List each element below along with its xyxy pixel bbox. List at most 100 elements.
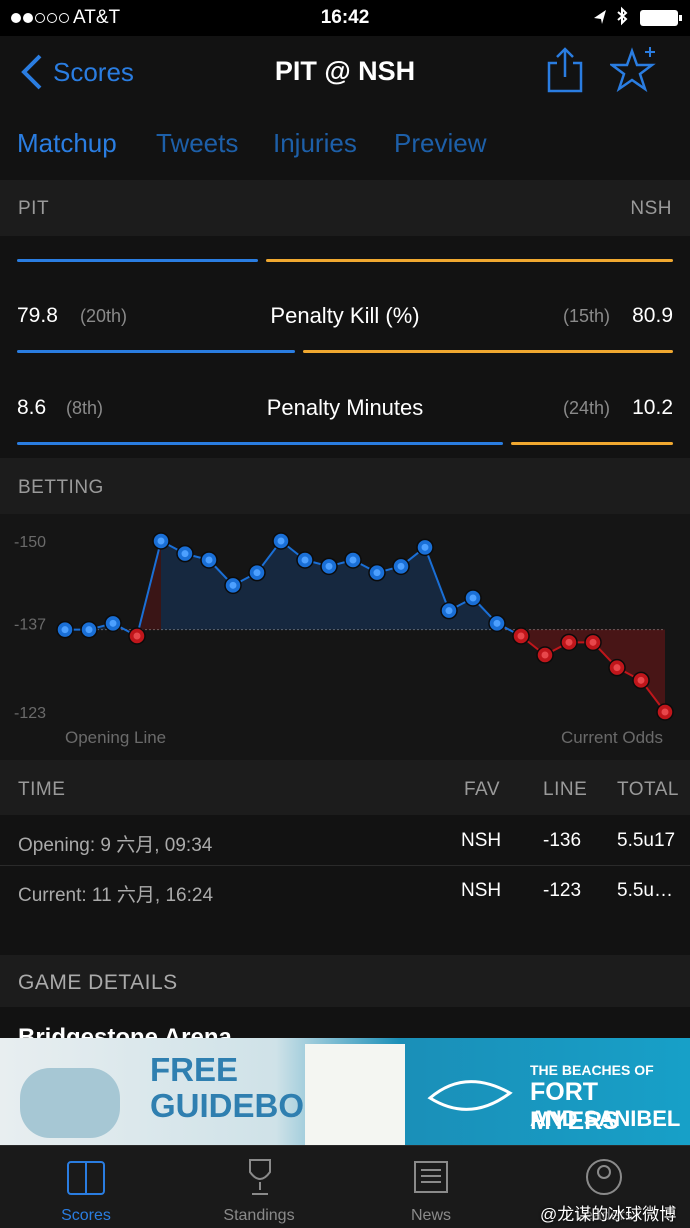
area-segment	[185, 553, 209, 630]
cell: 5.5u17	[617, 830, 676, 851]
line-segment	[424, 546, 450, 612]
stat-label: Penalty Kill (%)	[270, 303, 420, 328]
x-end-label: Current Odds	[561, 728, 663, 747]
section-title: GAME DETAILS	[18, 971, 178, 994]
ad-text: THE BEACHES OF	[530, 1062, 654, 1078]
area-segment	[257, 541, 281, 630]
data-point-core	[541, 651, 549, 659]
data-point-core	[493, 619, 501, 627]
compare-bar-right	[303, 350, 673, 353]
data-point-core	[205, 556, 213, 564]
y-tick-label: -137	[14, 616, 46, 633]
team-left: PIT	[18, 198, 50, 219]
tab-bar-item[interactable]: Standings	[223, 1207, 295, 1224]
share-button[interactable]	[545, 45, 585, 95]
data-point-core	[349, 556, 357, 564]
section-title: BETTING	[18, 477, 104, 498]
back-button[interactable]: Scores	[53, 57, 134, 87]
stat-left-value: 8.6	[17, 396, 47, 419]
data-point-core	[661, 708, 669, 716]
tab[interactable]: Matchup	[17, 128, 117, 158]
data-point-core	[613, 664, 621, 672]
data-point-core	[373, 569, 381, 577]
compare-bar-right	[511, 442, 673, 445]
odds-chart: Opening Line Current Odds -150 -137 -123	[0, 514, 690, 760]
stat-label: Penalty Minutes	[266, 395, 424, 420]
stat-right-rank: (24th)	[562, 398, 610, 418]
cell: NSH	[461, 880, 502, 901]
section-header	[0, 458, 690, 514]
tab-bar	[0, 1145, 690, 1228]
compare-bar-left	[17, 350, 295, 353]
tab[interactable]: Injuries	[273, 128, 357, 158]
tab-icon[interactable]	[585, 1158, 623, 1196]
area-segment	[161, 541, 185, 630]
data-point-core	[301, 556, 309, 564]
data-point-core	[181, 550, 189, 558]
data-point-core	[421, 543, 429, 551]
tab-bar-item[interactable]: Leaders	[575, 1207, 633, 1224]
ad-text: FORT MYERS	[530, 1078, 619, 1135]
data-point-core	[253, 569, 261, 577]
column-header: LINE	[543, 779, 588, 800]
data-point-core	[85, 626, 93, 634]
tab-bar-item[interactable]: News	[410, 1207, 451, 1224]
compare-bar-left	[17, 442, 503, 445]
data-point-core	[61, 626, 69, 634]
tab-icon[interactable]	[413, 1160, 449, 1194]
stat-left-rank: (20th)	[80, 306, 128, 326]
cell: -136	[543, 830, 582, 851]
compare-bar-right	[266, 259, 673, 262]
area-segment	[641, 629, 665, 712]
tab[interactable]: Tweets	[156, 128, 239, 158]
stat-right-value: 80.9	[632, 304, 673, 327]
y-tick-label: -150	[14, 534, 46, 551]
cell: Opening: 9 六月, 09:34	[18, 835, 213, 856]
ad-book	[305, 1044, 405, 1145]
status-bar	[0, 0, 690, 36]
area-segment	[305, 560, 329, 630]
favorite-button[interactable]	[610, 45, 660, 95]
ad-text: FREE GUIDEBOOK	[150, 1051, 354, 1124]
data-point-core	[565, 638, 573, 646]
tab-icon[interactable]	[66, 1160, 106, 1196]
stat-left-rank: (8th)	[66, 398, 104, 418]
data-point-core	[445, 607, 453, 615]
data-point-core	[397, 562, 405, 570]
table-header	[0, 760, 690, 815]
back-chevron[interactable]	[18, 52, 46, 92]
section-header	[0, 955, 690, 1007]
ad-banner[interactable]: FREE GUIDEBOOK THE BEACHES OF FORT MYERS…	[0, 1038, 690, 1145]
area-segment	[377, 566, 401, 630]
stat-left-value: 79.8	[17, 304, 58, 327]
stat-right-rank: (15th)	[562, 306, 610, 326]
clock: 16:42	[320, 7, 370, 28]
area-segment	[209, 560, 233, 630]
tab-bar-item[interactable]: Scores	[61, 1207, 111, 1224]
team-right: NSH	[630, 198, 672, 219]
x-start-label: Opening Line	[65, 728, 166, 747]
column-header: TIME	[18, 779, 66, 800]
ad-photo	[20, 1068, 120, 1138]
data-point-core	[277, 537, 285, 545]
data-point-core	[133, 632, 141, 640]
carrier: AT&T	[73, 7, 121, 28]
data-point-core	[229, 581, 237, 589]
data-point-core	[157, 537, 165, 545]
data-point-core	[109, 619, 117, 627]
cell: 5.5u…	[617, 880, 673, 901]
nav-title: PIT @ NSH	[274, 56, 416, 86]
line-segment	[136, 540, 162, 637]
signal-dots	[11, 13, 69, 23]
tab[interactable]: Preview	[394, 128, 487, 158]
data-point-core	[325, 562, 333, 570]
ad-text: AND SANIBEL	[530, 1106, 681, 1131]
ad-logo	[427, 1080, 513, 1111]
watermark: @龙谋的冰球微博	[540, 1205, 677, 1224]
data-point-core	[637, 676, 645, 684]
column-header: FAV	[464, 779, 500, 800]
section-header	[0, 180, 690, 236]
tab-icon[interactable]	[240, 1158, 280, 1198]
y-tick-label: -123	[14, 705, 46, 722]
